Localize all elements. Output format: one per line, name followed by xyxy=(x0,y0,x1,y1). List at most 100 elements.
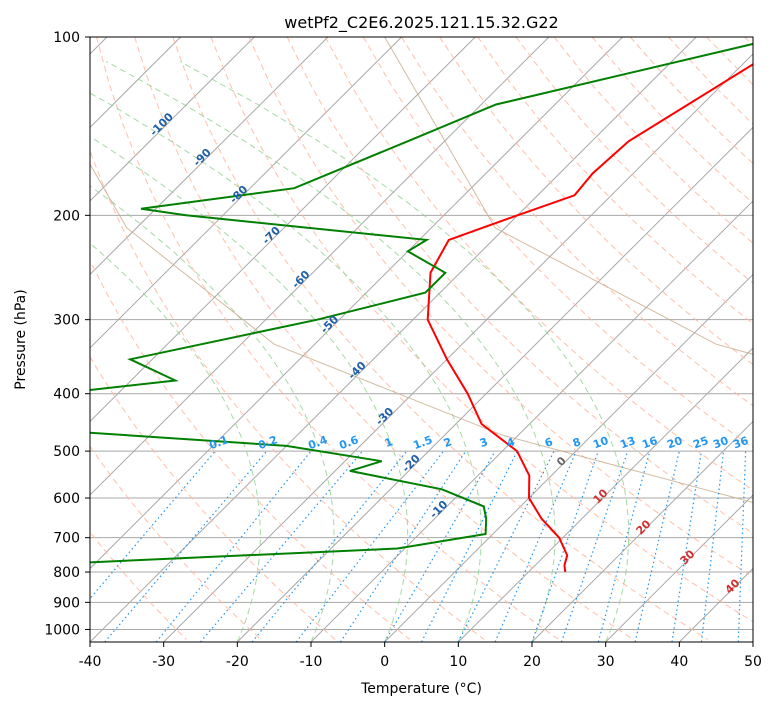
moist-adiabat-line xyxy=(106,61,556,642)
mixing-ratio-label: 0.2 xyxy=(256,433,279,452)
isotherm-label: -30 xyxy=(373,405,396,428)
dry-adiabat-label: 10 xyxy=(591,486,611,506)
isotherm-label: -80 xyxy=(227,183,250,206)
dry-adiabat-line xyxy=(248,37,753,578)
mixing-ratio-line xyxy=(295,450,445,642)
axes-layer: -40 -30 -20 -10 0 10 20 30 40 5010020030040050060… xyxy=(13,13,762,697)
x-tick-label: 10 xyxy=(449,654,467,670)
y-tick-label: 800 xyxy=(53,565,80,581)
isotherm-line xyxy=(236,126,753,642)
mixing-ratio-label: 30 xyxy=(711,434,730,452)
isotherm-label: -40 xyxy=(345,359,368,382)
dry-adiabat-line xyxy=(706,37,753,86)
mixing-ratio-label: 6 xyxy=(543,435,555,450)
x-tick-label: -30 xyxy=(152,654,175,670)
mixing-ratio-label: 1.5 xyxy=(411,433,434,452)
dry-adiabat-line xyxy=(668,37,753,125)
mixing-ratio-line xyxy=(671,451,703,642)
dry-adiabat-label: 40 xyxy=(723,576,743,596)
mixing-ratio-line xyxy=(597,450,651,642)
dewpoint-line xyxy=(90,42,753,564)
dry-adiabat-line xyxy=(286,37,753,534)
isotherm-line xyxy=(531,420,753,642)
mixing-ratio-label: 8 xyxy=(571,435,583,450)
mixing-ratio-line xyxy=(700,451,725,642)
mixing-ratio-label: 36 xyxy=(731,434,750,452)
dry-adiabat-line xyxy=(90,445,262,640)
x-tick-label: -40 xyxy=(79,654,102,670)
x-axis-label: Temperature (°C) xyxy=(360,681,482,697)
isotherm-label: -100 xyxy=(147,110,176,139)
dry-adiabat-line xyxy=(401,37,753,407)
mixing-ratio-label: 3 xyxy=(478,435,490,450)
dry-adiabat-label: 0 xyxy=(554,454,569,469)
y-tick-label: 400 xyxy=(53,387,80,403)
mixing-ratio-label: 1 xyxy=(383,435,395,450)
dry-adiabat-label: 20 xyxy=(634,517,654,537)
y-tick-label: 500 xyxy=(53,444,80,460)
isotherm-line xyxy=(310,200,753,642)
dry-adiabat-line xyxy=(324,37,753,491)
mixing-ratio-line xyxy=(737,451,747,642)
y-tick-label: 900 xyxy=(53,595,80,611)
temperature-line xyxy=(426,63,753,573)
dry-adiabat-line xyxy=(439,37,753,366)
dry-adiabat-line xyxy=(90,259,411,640)
mixing-ratio-line xyxy=(200,450,364,642)
mixing-ratio-label: 16 xyxy=(640,434,659,452)
isotherm-line xyxy=(605,494,753,642)
y-tick-label: 1000 xyxy=(44,622,80,638)
dry-adiabat-label: 30 xyxy=(678,547,698,567)
moist-adiabat-line xyxy=(90,92,482,642)
isotherm-label: -50 xyxy=(318,313,341,336)
x-tick-label: 50 xyxy=(744,654,762,670)
mixing-ratio-line xyxy=(339,450,467,642)
y-tick-label: 200 xyxy=(53,208,80,224)
mixing-ratio-label: 20 xyxy=(665,434,684,452)
dry-adiabat-line xyxy=(477,37,753,325)
mixing-ratio-line xyxy=(531,450,599,642)
isotherm-line xyxy=(90,37,329,276)
isotherm-line xyxy=(90,37,697,642)
isotherm-line xyxy=(752,641,753,642)
isotherm-line xyxy=(457,347,753,642)
dry-adiabat-line xyxy=(90,531,187,640)
isotherm-line xyxy=(678,567,753,642)
isotherm-label: -20 xyxy=(400,452,423,475)
mixing-ratio-line xyxy=(384,450,496,642)
mixing-ratio-line xyxy=(251,450,408,642)
mixing-ratio-line xyxy=(634,450,680,642)
isotherm-line xyxy=(90,37,623,570)
isotherm-label: -90 xyxy=(191,146,214,169)
dry-adiabat-line xyxy=(515,37,753,284)
x-tick-label: 30 xyxy=(597,654,615,670)
mixing-ratio-line xyxy=(104,450,268,642)
moist-adiabat-line xyxy=(90,136,409,642)
dry-adiabat-line xyxy=(591,37,753,204)
y-tick-label: 700 xyxy=(53,531,80,547)
mixing-ratio-label: 25 xyxy=(691,434,710,451)
x-tick-label: 0 xyxy=(380,654,389,670)
mixing-ratio-line xyxy=(155,450,312,642)
chart-labels-layer: -100-90-80-70-60-50-40-30-20-100.1 0.2 0.4… xyxy=(147,110,750,597)
mixing-ratio-label: 2 xyxy=(442,435,454,450)
background-layer xyxy=(90,37,753,642)
dry-adiabat-line xyxy=(553,37,753,244)
dry-adiabat-line xyxy=(90,149,485,640)
dry-adiabat-line xyxy=(96,37,560,640)
isotherm-label: -10 xyxy=(427,498,450,521)
mixing-ratio-label: 0.1 xyxy=(207,433,230,452)
x-tick-label: -20 xyxy=(226,654,249,670)
dry-adiabat-line xyxy=(172,37,709,640)
dry-adiabat-line xyxy=(362,37,753,449)
dry-adiabat-line xyxy=(210,37,753,623)
isotherm-line xyxy=(90,37,476,423)
moist-adiabat-line xyxy=(179,61,630,642)
moist-adiabat-line xyxy=(90,185,335,642)
plot-frame xyxy=(89,36,754,643)
mixing-ratio-label: 10 xyxy=(591,434,610,452)
isotherm-line xyxy=(90,37,255,202)
moist-adiabat-line xyxy=(90,242,261,642)
